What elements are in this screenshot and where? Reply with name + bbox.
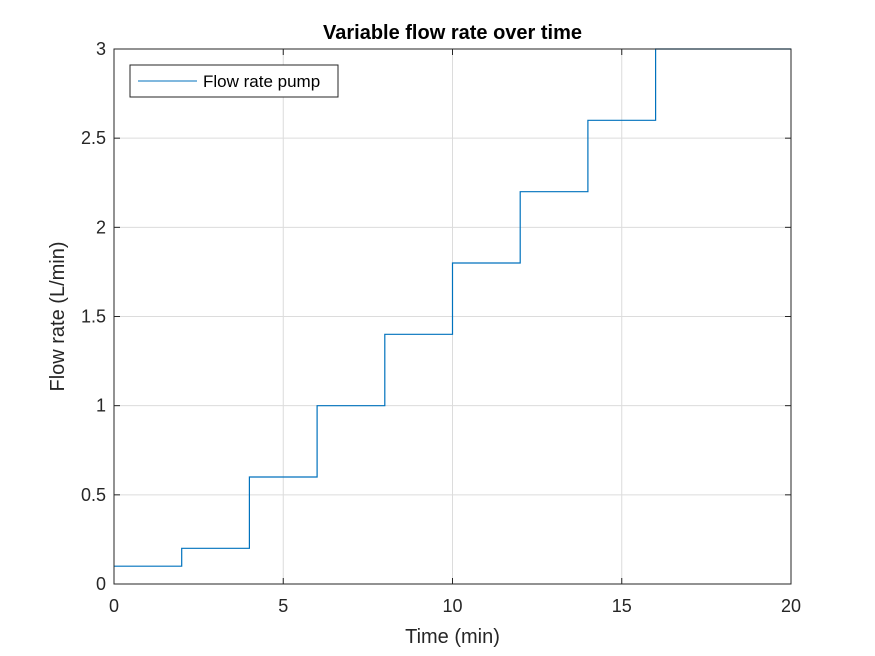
series-line xyxy=(114,48,791,567)
legend-label: Flow rate pump xyxy=(203,72,320,91)
x-tick-label: 0 xyxy=(109,596,119,616)
x-tick-label: 5 xyxy=(278,596,288,616)
series-layer xyxy=(114,48,791,567)
x-tick-label: 20 xyxy=(781,596,801,616)
x-tick-label: 15 xyxy=(612,596,632,616)
y-tick-label: 0.5 xyxy=(81,485,106,505)
y-tick-label: 3 xyxy=(96,39,106,59)
x-axis-title: Time (min) xyxy=(405,626,500,648)
chart-title: Variable flow rate over time xyxy=(323,22,582,44)
ticks: 0 5 10 15 20 0 0.5 1 1.5 2 2.5 3 xyxy=(81,39,801,616)
legend: Flow rate pump xyxy=(129,64,339,98)
y-tick-label: 0 xyxy=(96,574,106,594)
y-axis-title: Flow rate (L/min) xyxy=(47,241,69,391)
x-tick-label: 10 xyxy=(442,596,462,616)
y-tick-label: 1 xyxy=(96,396,106,416)
y-tick-label: 2.5 xyxy=(81,128,106,148)
y-tick-label: 2 xyxy=(96,217,106,237)
y-tick-label: 1.5 xyxy=(81,307,106,327)
